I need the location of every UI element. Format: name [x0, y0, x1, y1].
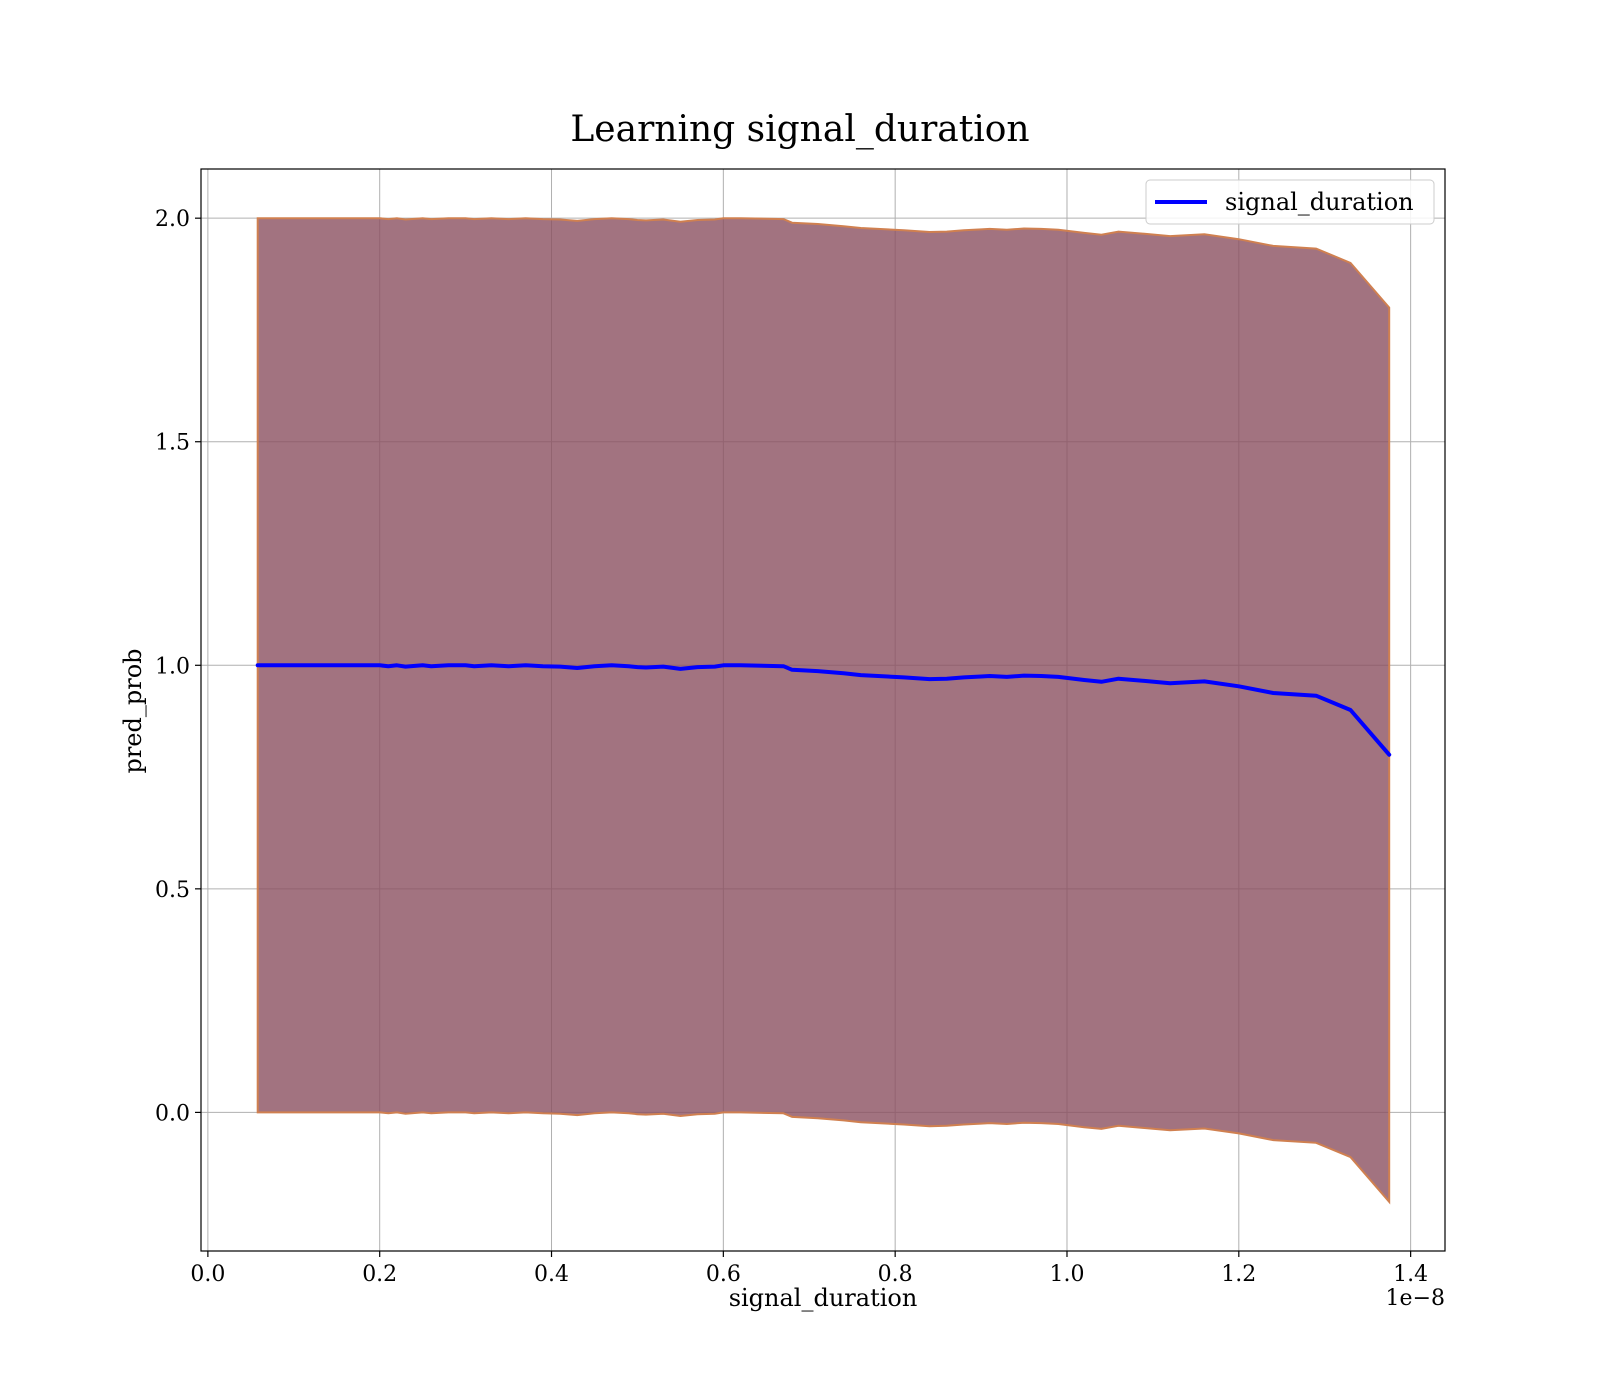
- chart-title: Learning signal_duration: [570, 109, 1029, 150]
- x-axis-offset-text: 1e−8: [1386, 1286, 1445, 1311]
- x-tick-label: 0.8: [878, 1262, 913, 1287]
- legend: signal_duration: [1145, 179, 1435, 225]
- confidence-band: [256, 217, 1391, 1205]
- x-tick-label: 1.0: [1049, 1262, 1084, 1287]
- y-tick-label: 1.0: [155, 654, 190, 679]
- x-tick-label: 0.6: [706, 1262, 741, 1287]
- y-tick-label: 0.0: [155, 1101, 190, 1126]
- y-axis-label: pred_prob: [119, 648, 147, 773]
- plot-area-frame: [200, 168, 1446, 1252]
- legend-label: signal_duration: [1225, 188, 1414, 216]
- x-axis-ticks: 0.0 0.2 0.4 0.6 0.8 1.0 1.2 1.4: [190, 1251, 1428, 1287]
- x-tick-label: 0.2: [362, 1262, 397, 1287]
- x-tick-label: 0.0: [190, 1262, 225, 1287]
- x-axis-label: signal_duration: [729, 1284, 918, 1312]
- y-axis-ticks: 0.0 0.5 1.0 1.5 2.0: [155, 207, 201, 1126]
- y-tick-label: 0.5: [155, 878, 190, 903]
- x-tick-label: 0.4: [534, 1262, 569, 1287]
- series-line-layer: [255, 663, 1392, 757]
- confidence-band-layer: [256, 217, 1391, 1205]
- series-line-signal-duration: [255, 663, 1392, 757]
- y-tick-label: 2.0: [155, 207, 190, 232]
- legend-box: [1145, 179, 1435, 225]
- y-tick-label: 1.5: [155, 431, 190, 456]
- x-tick-label: 1.4: [1393, 1262, 1428, 1287]
- x-tick-label: 1.2: [1221, 1262, 1256, 1287]
